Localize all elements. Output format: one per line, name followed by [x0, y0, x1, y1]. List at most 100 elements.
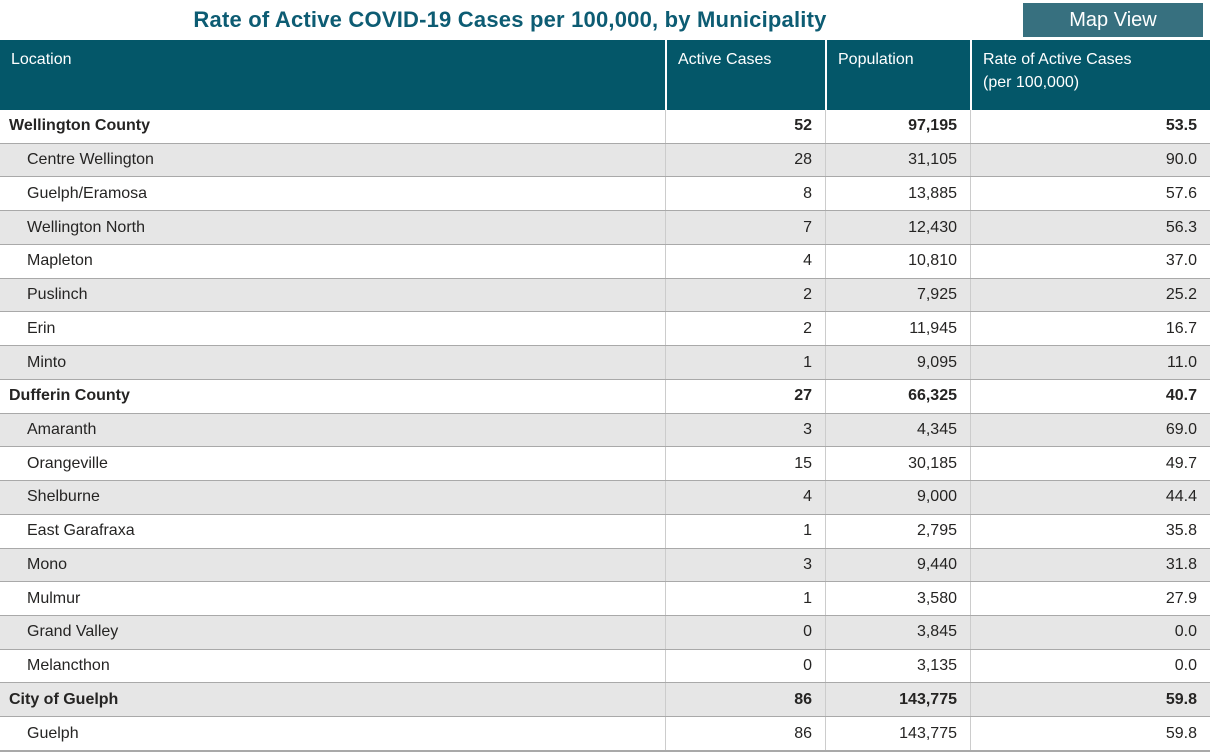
- row-rate-cell: 25.2: [970, 278, 1210, 312]
- row-location-cell: Orangeville: [27, 454, 108, 472]
- table-row[interactable]: Amaranth 3 4,345 69.0: [0, 412, 1210, 448]
- row-population-cell: 9,000: [825, 481, 970, 514]
- table-row[interactable]: Centre Wellington 28 31,105 90.0: [0, 142, 1210, 178]
- row-active-cases-cell: 0: [665, 616, 825, 649]
- covid-rate-table: Location Active Cases Population Rate of…: [0, 40, 1210, 752]
- table-row[interactable]: City of Guelph 86 143,775 59.8: [0, 682, 1210, 718]
- row-location-cell: Mulmur: [27, 589, 81, 607]
- row-population-cell: 7,925: [825, 278, 970, 312]
- table-row[interactable]: Wellington North 7 12,430 56.3: [0, 210, 1210, 245]
- row-active-cases-cell: 0: [665, 649, 825, 683]
- row-location-cell: Mono: [27, 555, 68, 573]
- row-active-cases-cell: 27: [665, 379, 825, 413]
- row-location-cell: Shelburne: [27, 488, 100, 506]
- column-header-location[interactable]: Location: [11, 51, 72, 68]
- table-row[interactable]: Orangeville 15 30,185 49.7: [0, 447, 1210, 481]
- table-row[interactable]: Mono 3 9,440 31.8: [0, 547, 1210, 583]
- row-active-cases-cell: 3: [665, 548, 825, 582]
- row-active-cases-cell: 1: [665, 582, 825, 616]
- row-population-cell: 30,185: [825, 447, 970, 481]
- column-header-rate-line1: Rate of Active Cases: [983, 51, 1132, 68]
- row-rate-cell: 90.0: [970, 143, 1210, 177]
- row-rate-cell: 53.5: [970, 110, 1210, 143]
- row-rate-cell: 0.0: [970, 649, 1210, 683]
- table-row[interactable]: Guelph/Eramosa 8 13,885 57.6: [0, 177, 1210, 211]
- table-row[interactable]: Puslinch 2 7,925 25.2: [0, 277, 1210, 313]
- table-row[interactable]: Dufferin County 27 66,325 40.7: [0, 379, 1210, 413]
- row-location-cell: Wellington North: [27, 218, 145, 236]
- row-active-cases-cell: 86: [665, 683, 825, 717]
- row-location-cell: Grand Valley: [27, 623, 119, 641]
- row-location-cell: Erin: [27, 319, 56, 337]
- row-rate-cell: 56.3: [970, 211, 1210, 244]
- row-rate-cell: 16.7: [970, 312, 1210, 346]
- row-location-cell: Guelph: [27, 724, 79, 742]
- row-location-cell: Puslinch: [27, 286, 88, 304]
- row-population-cell: 97,195: [825, 110, 970, 143]
- row-location-cell: Dufferin County: [9, 387, 130, 405]
- table-row[interactable]: Melancthon 0 3,135 0.0: [0, 649, 1210, 683]
- table-row[interactable]: East Garafraxa 1 2,795 35.8: [0, 514, 1210, 548]
- top-bar: Rate of Active COVID-19 Cases per 100,00…: [0, 0, 1210, 40]
- row-population-cell: 31,105: [825, 143, 970, 177]
- table-row[interactable]: Guelph 86 143,775 59.8: [0, 717, 1210, 750]
- column-header-active-cases[interactable]: Active Cases: [665, 40, 825, 110]
- row-population-cell: 12,430: [825, 211, 970, 244]
- column-header-rate[interactable]: Rate of Active Cases (per 100,000): [970, 40, 1210, 110]
- row-population-cell: 4,345: [825, 413, 970, 447]
- table-row[interactable]: Mapleton 4 10,810 37.0: [0, 244, 1210, 278]
- row-rate-cell: 35.8: [970, 514, 1210, 548]
- table-row[interactable]: Minto 1 9,095 11.0: [0, 345, 1210, 380]
- row-rate-cell: 27.9: [970, 582, 1210, 616]
- row-active-cases-cell: 4: [665, 244, 825, 278]
- table-header-row: Location Active Cases Population Rate of…: [0, 40, 1210, 110]
- row-population-cell: 9,440: [825, 548, 970, 582]
- row-population-cell: 66,325: [825, 379, 970, 413]
- row-active-cases-cell: 86: [665, 717, 825, 750]
- row-location-cell: City of Guelph: [9, 690, 119, 708]
- row-population-cell: 10,810: [825, 244, 970, 278]
- table-row[interactable]: Wellington County 52 97,195 53.5: [0, 110, 1210, 143]
- row-rate-cell: 11.0: [970, 346, 1210, 379]
- table-row[interactable]: Shelburne 4 9,000 44.4: [0, 480, 1210, 515]
- row-active-cases-cell: 1: [665, 346, 825, 379]
- row-location-cell: Mapleton: [27, 252, 93, 270]
- row-location-cell: Centre Wellington: [27, 151, 154, 169]
- row-active-cases-cell: 1: [665, 514, 825, 548]
- row-population-cell: 9,095: [825, 346, 970, 379]
- row-location-cell: Melancthon: [27, 657, 110, 675]
- row-rate-cell: 69.0: [970, 413, 1210, 447]
- table-row[interactable]: Erin 2 11,945 16.7: [0, 312, 1210, 346]
- row-rate-cell: 59.8: [970, 683, 1210, 717]
- row-location-cell: Minto: [27, 353, 67, 371]
- row-location-cell: Guelph/Eramosa: [27, 184, 148, 202]
- row-rate-cell: 37.0: [970, 244, 1210, 278]
- table-row[interactable]: Grand Valley 0 3,845 0.0: [0, 615, 1210, 650]
- row-active-cases-cell: 3: [665, 413, 825, 447]
- page-title: Rate of Active COVID-19 Cases per 100,00…: [193, 7, 827, 32]
- row-active-cases-cell: 8: [665, 177, 825, 211]
- column-header-population[interactable]: Population: [825, 40, 970, 110]
- row-location-cell: Wellington County: [9, 117, 151, 135]
- row-active-cases-cell: 15: [665, 447, 825, 481]
- table-row[interactable]: Mulmur 1 3,580 27.9: [0, 582, 1210, 616]
- map-view-button[interactable]: Map View: [1023, 3, 1203, 37]
- row-active-cases-cell: 2: [665, 312, 825, 346]
- row-rate-cell: 59.8: [970, 717, 1210, 750]
- row-active-cases-cell: 7: [665, 211, 825, 244]
- row-population-cell: 2,795: [825, 514, 970, 548]
- row-population-cell: 13,885: [825, 177, 970, 211]
- row-active-cases-cell: 52: [665, 110, 825, 143]
- row-active-cases-cell: 28: [665, 143, 825, 177]
- row-rate-cell: 57.6: [970, 177, 1210, 211]
- row-population-cell: 3,845: [825, 616, 970, 649]
- row-population-cell: 3,135: [825, 649, 970, 683]
- row-rate-cell: 49.7: [970, 447, 1210, 481]
- row-location-cell: Amaranth: [27, 420, 97, 438]
- row-population-cell: 143,775: [825, 717, 970, 750]
- row-rate-cell: 44.4: [970, 481, 1210, 514]
- row-population-cell: 3,580: [825, 582, 970, 616]
- row-rate-cell: 0.0: [970, 616, 1210, 649]
- row-population-cell: 143,775: [825, 683, 970, 717]
